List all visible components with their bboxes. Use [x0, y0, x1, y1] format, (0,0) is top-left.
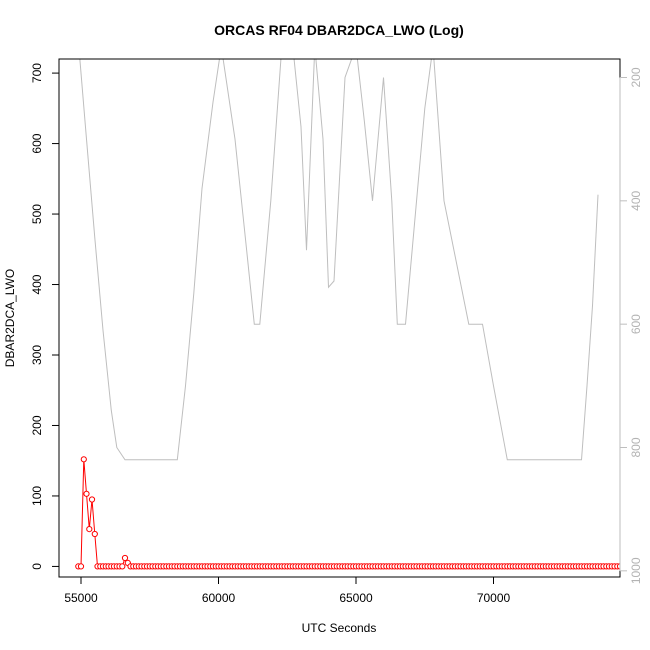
y-tick-label: 100 [30, 486, 44, 506]
x-tick-label: 65000 [339, 591, 373, 605]
y-right-tick-label: 800 [629, 437, 643, 457]
y-tick-label: 200 [30, 415, 44, 435]
y-tick-label: 0 [30, 563, 44, 570]
data-point [88, 496, 96, 503]
chart-title: ORCAS RF04 DBAR2DCA_LWO (Log) [214, 22, 464, 38]
data-point [91, 530, 98, 538]
y-tick-label: 500 [30, 204, 44, 224]
y-axis-label: DBAR2DCA_LWO [3, 269, 17, 367]
y-right-tick-label: 600 [629, 314, 643, 334]
data-point [121, 554, 129, 562]
y-right-tick-label: 1000 [629, 557, 643, 584]
y-axis: 0 100 200 300 400 500 600 700 [30, 63, 60, 570]
y-right-tick-label: 200 [629, 67, 643, 87]
data-point [119, 563, 126, 570]
series-layer [75, 59, 620, 570]
data-point [86, 526, 93, 533]
data-point [616, 563, 620, 570]
y-tick-label: 400 [30, 274, 44, 294]
x-tick-label: 60000 [202, 591, 236, 605]
y-right-tick-label: 400 [629, 191, 643, 211]
data-point [83, 490, 90, 497]
data-point [77, 563, 85, 570]
y-tick-label: 600 [30, 133, 44, 153]
x-axis: 55000 60000 65000 70000 [64, 576, 511, 605]
y-tick-label: 300 [30, 345, 44, 365]
data-point [80, 456, 87, 463]
x-tick-label: 55000 [64, 591, 98, 605]
y-axis-right: 200 400 600 800 1000 [619, 67, 643, 584]
y-tick-label: 700 [30, 63, 44, 83]
x-axis-label: UTC Seconds [302, 621, 377, 635]
x-tick-label: 70000 [477, 591, 511, 605]
series-line-right [79, 59, 599, 461]
